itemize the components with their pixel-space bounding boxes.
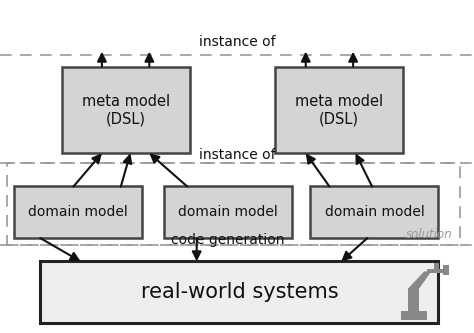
Text: real-world systems: real-world systems [141,282,338,302]
Text: domain model: domain model [178,205,277,219]
Text: instance of: instance of [199,148,275,162]
Text: meta model
(DSL): meta model (DSL) [295,94,383,126]
Bar [7,163,460,245]
Bar [62,67,190,153]
Bar [164,186,292,238]
Bar [434,263,439,271]
Text: code generation: code generation [171,233,284,247]
Bar [310,186,438,238]
Polygon shape [409,271,431,288]
Text: instance of: instance of [199,35,275,49]
Bar [408,288,419,311]
Bar [443,265,449,275]
Bar [401,311,427,320]
Text: solution: solution [406,228,453,241]
Bar [427,269,446,273]
Bar [14,186,142,238]
Bar [40,261,438,323]
Text: meta model
(DSL): meta model (DSL) [82,94,170,126]
Text: domain model: domain model [325,205,424,219]
Text: domain model: domain model [28,205,128,219]
Bar [275,67,403,153]
